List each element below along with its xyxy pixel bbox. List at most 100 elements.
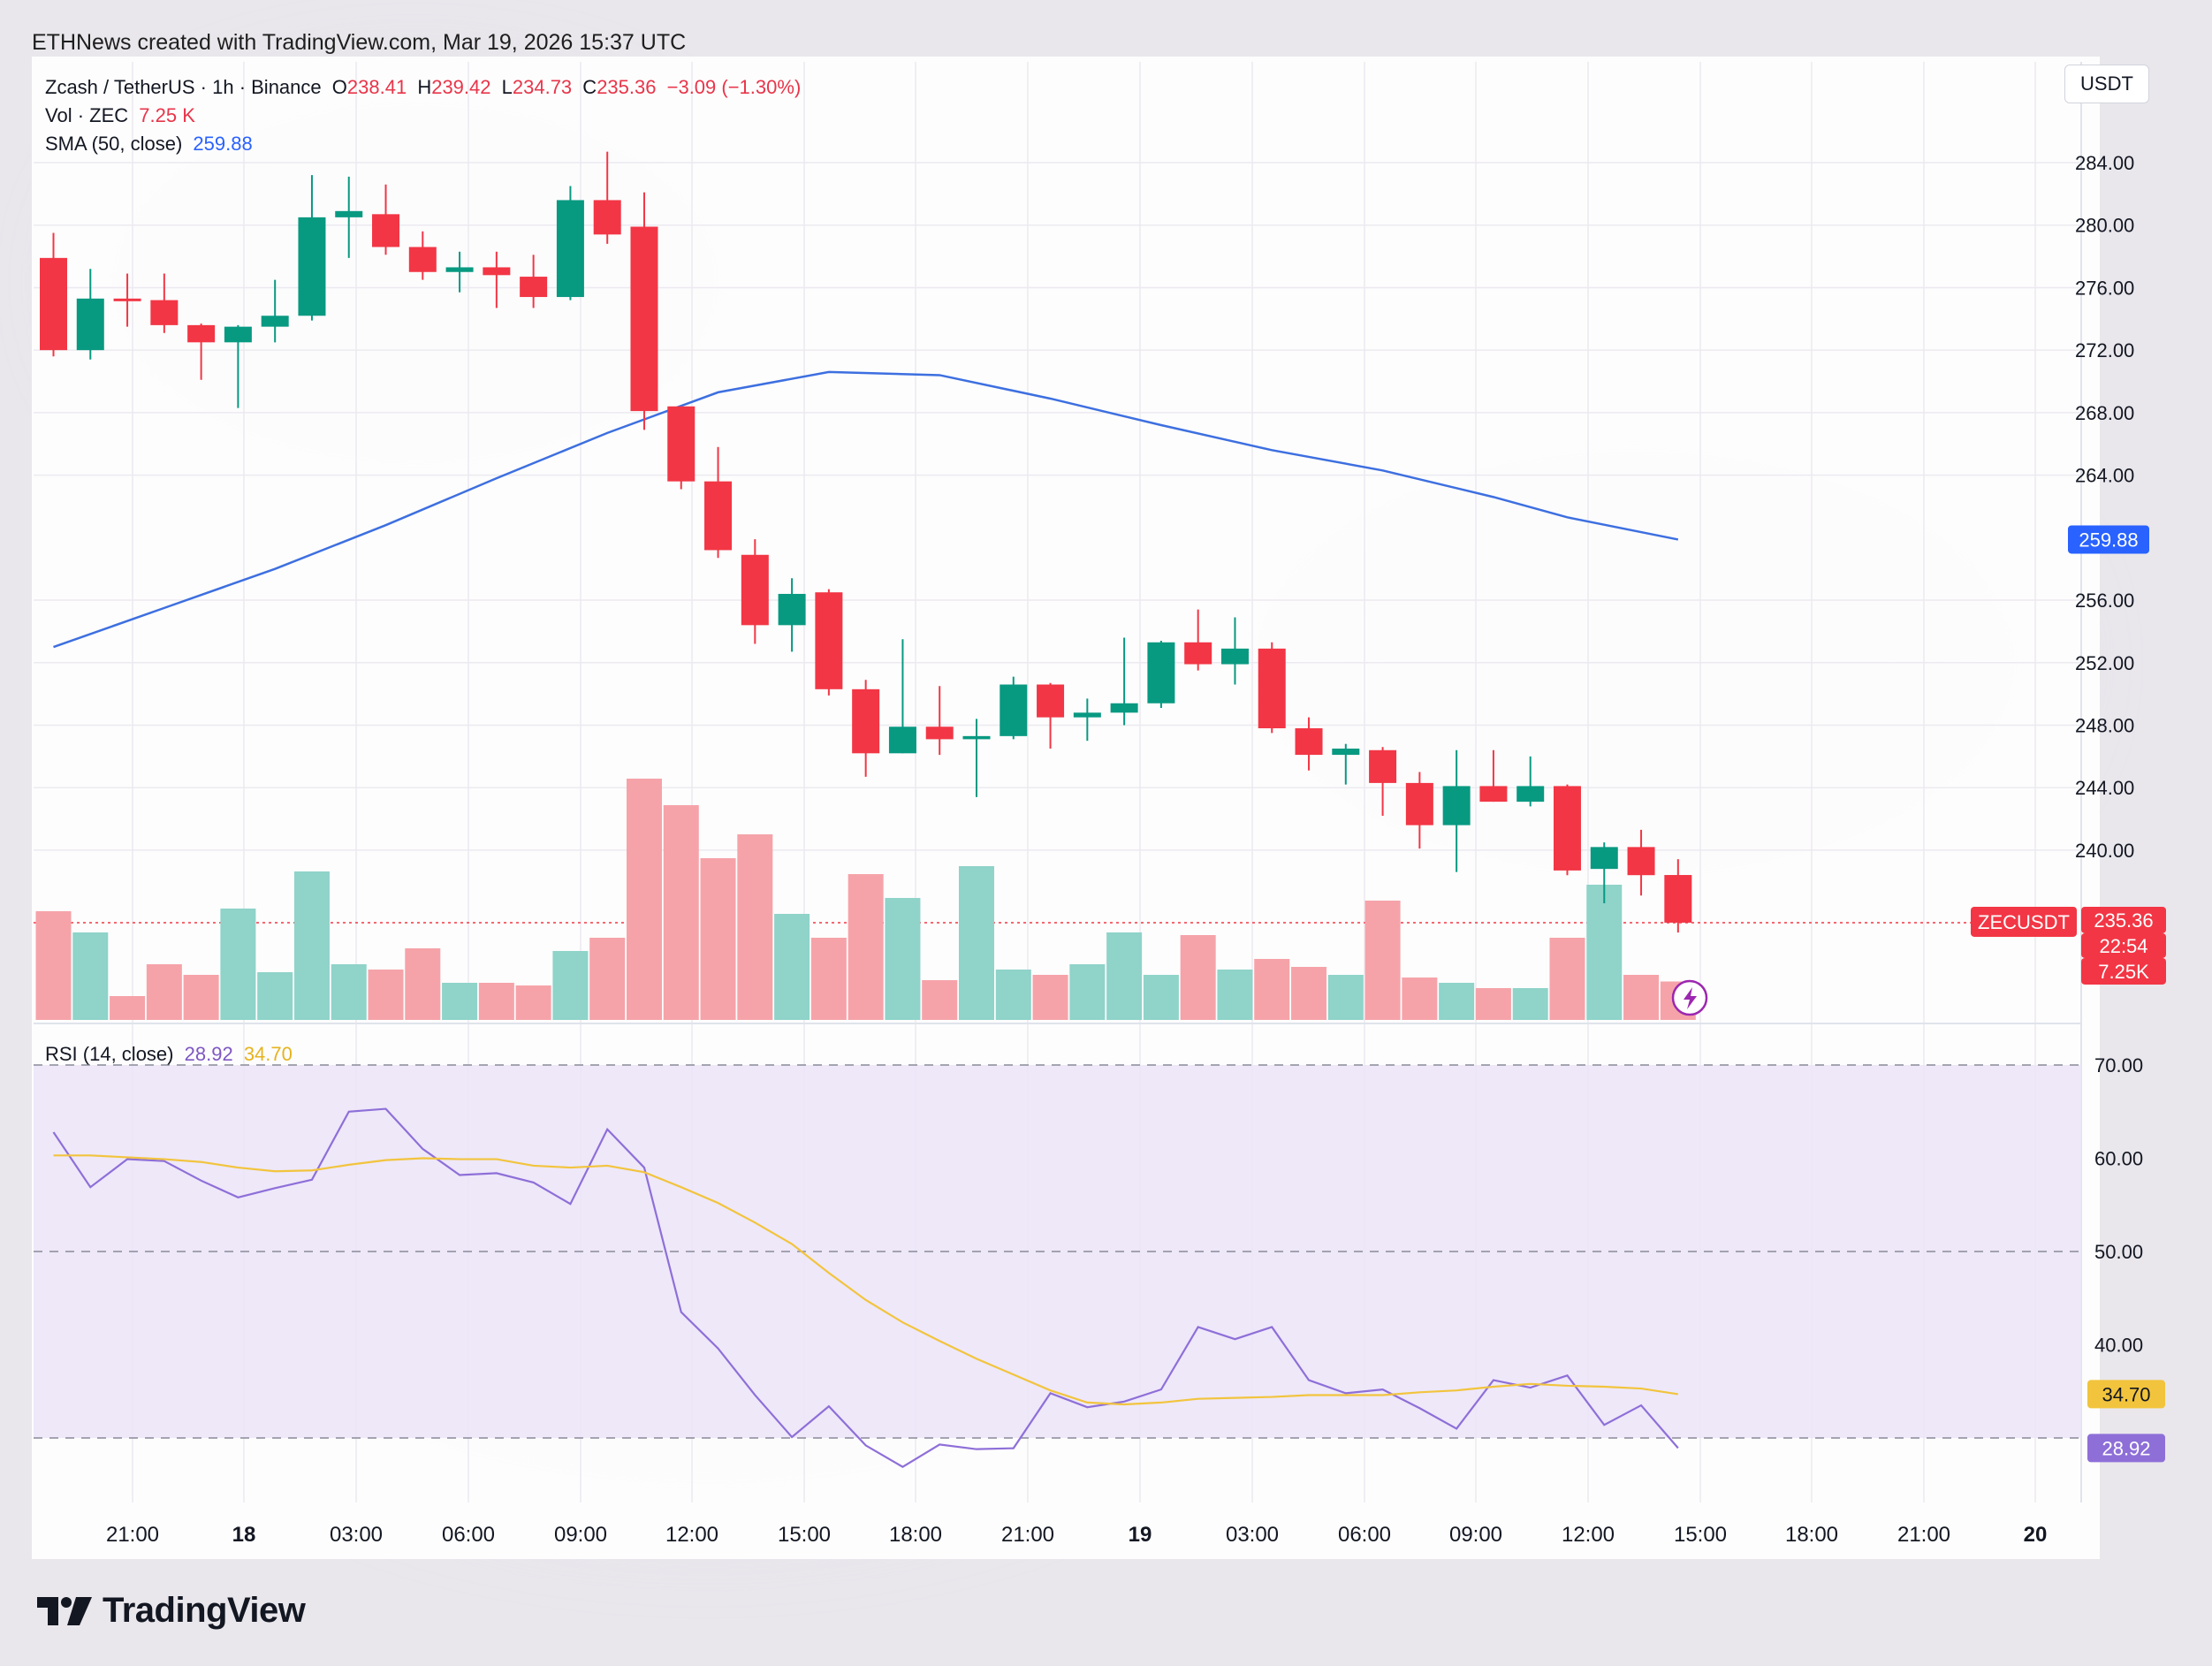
volume-bar — [220, 909, 256, 1020]
time-tick-label: 03:00 — [330, 1523, 383, 1547]
volume-bar — [995, 970, 1031, 1020]
candle-body — [925, 726, 954, 740]
time-tick-label: 12:00 — [1562, 1523, 1615, 1547]
time-tick-label: 21:00 — [1001, 1523, 1054, 1547]
volume-label[interactable]: Vol · ZEC — [45, 104, 129, 126]
candle-body — [483, 267, 511, 276]
candle-body — [962, 735, 991, 740]
candle-body — [1553, 786, 1581, 871]
candle-body — [520, 277, 548, 298]
candle-body — [630, 226, 658, 412]
time-tick-label: 12:00 — [665, 1523, 718, 1547]
last-price-badge: 235.36 — [2081, 906, 2166, 933]
tradingview-wordmark: TradingView — [103, 1591, 306, 1630]
candle-body — [1590, 847, 1618, 870]
candle-body — [1332, 749, 1360, 756]
candle-body — [1037, 684, 1065, 718]
candle-body — [372, 214, 400, 247]
candle-body — [150, 300, 179, 325]
volume-bar — [331, 964, 367, 1020]
volume-bar — [959, 866, 994, 1020]
rsi-ma-line — [53, 1154, 1678, 1406]
currency-button[interactable]: USDT — [2064, 65, 2149, 103]
volume-bar — [1586, 885, 1623, 1020]
symbol-name[interactable]: Zcash / TetherUS · 1h · Binance — [45, 76, 322, 98]
candle-body — [741, 554, 769, 626]
candle-body — [1147, 642, 1175, 704]
candle-body — [1220, 648, 1249, 665]
countdown-badge-text: 22:54 — [2099, 935, 2147, 957]
volume-bar — [293, 871, 330, 1020]
candle-body — [1110, 703, 1138, 713]
candle-body — [1627, 847, 1655, 876]
candle-body — [1442, 786, 1471, 825]
volume-bar — [1402, 978, 1438, 1020]
volume-value: 7.25 K — [139, 104, 195, 126]
time-tick-label: 21:00 — [106, 1523, 159, 1547]
time-tick-label: 03:00 — [1226, 1523, 1279, 1547]
volume-bar — [626, 779, 662, 1020]
candle-body — [298, 217, 326, 316]
volume-bar — [1512, 988, 1548, 1020]
volume-bar — [589, 938, 626, 1020]
time-tick-label: 18 — [232, 1523, 256, 1547]
volume-bar — [1069, 964, 1106, 1020]
candle-body — [40, 257, 67, 351]
volume-bar — [405, 948, 441, 1020]
candle-body — [778, 593, 806, 626]
time-tick-label: 21:00 — [1897, 1523, 1950, 1547]
candle-body — [888, 726, 916, 754]
lightning-icon-bolt — [1684, 987, 1697, 1009]
open-value: 238.41 — [346, 76, 407, 98]
sma-label[interactable]: SMA (50, close) — [45, 133, 183, 155]
candle-body — [1258, 648, 1286, 729]
volume-bar — [478, 983, 514, 1020]
price-tick-label: 256.00 — [2075, 590, 2134, 612]
rsi-label[interactable]: RSI (14, close) — [45, 1043, 174, 1065]
price-tick-label: 272.00 — [2075, 339, 2134, 361]
volume-bar — [368, 970, 404, 1020]
rsi-tick-label: 70.00 — [2094, 1054, 2143, 1076]
time-tick-label: 06:00 — [442, 1523, 495, 1547]
low-label: L — [501, 76, 513, 98]
time-tick-label: 15:00 — [1674, 1523, 1727, 1547]
candle-body — [1479, 786, 1508, 803]
sma-price-badge: 259.88 — [2068, 525, 2149, 554]
volume-bar — [1549, 938, 1585, 1020]
sma-price-badge-bg — [2068, 525, 2149, 554]
volume-bar — [1623, 975, 1660, 1020]
price-tick-label: 268.00 — [2075, 402, 2134, 424]
volume-bar — [1475, 988, 1511, 1020]
candle-body — [1184, 642, 1212, 665]
rsi-badge-bg — [2087, 1434, 2165, 1463]
volume-bar — [1327, 975, 1364, 1020]
badge-layer: 259.88 ZECUSDT 235.36 22:54 7.25K 34.70 28.92 — [1671, 525, 2166, 1463]
candle-body — [1369, 749, 1397, 783]
open-label: O — [331, 76, 347, 98]
symbol-badge-bg — [1971, 906, 2077, 937]
volume-bar — [1217, 970, 1253, 1020]
time-tick-label: 19 — [1129, 1523, 1152, 1547]
lightning-icon[interactable] — [1671, 979, 1708, 1016]
sma-layer — [53, 370, 1679, 649]
rsi-band-layer — [34, 1064, 2081, 1439]
volume-bar — [552, 951, 589, 1020]
price-tick-label: 264.00 — [2075, 465, 2134, 487]
volume-badge: 7.25K — [2081, 957, 2166, 985]
symbol-legend: Zcash / TetherUS · 1h · Binance O238.41 … — [45, 76, 806, 99]
volume-bar — [922, 980, 958, 1020]
rsi-tick-label: 60.00 — [2094, 1148, 2143, 1170]
price-tick-label: 280.00 — [2075, 215, 2134, 237]
sma-line — [53, 370, 1679, 649]
volume-bar — [1291, 967, 1327, 1020]
time-tick-label: 09:00 — [1449, 1523, 1502, 1547]
chart-canvas[interactable]: 284.00 280.00 276.00 272.00 268.00 264.00 256.… — [32, 57, 2170, 1577]
volume-bar — [700, 858, 736, 1020]
time-tick-label: 18:00 — [889, 1523, 942, 1547]
rsi-tick-label: 40.00 — [2094, 1335, 2143, 1357]
candle-body — [1000, 684, 1028, 736]
rsi-ma-badge-bg — [2087, 1380, 2165, 1409]
volume-bar — [110, 996, 146, 1020]
tradingview-logo: TradingView — [37, 1591, 306, 1631]
volume-bar — [1032, 975, 1068, 1020]
